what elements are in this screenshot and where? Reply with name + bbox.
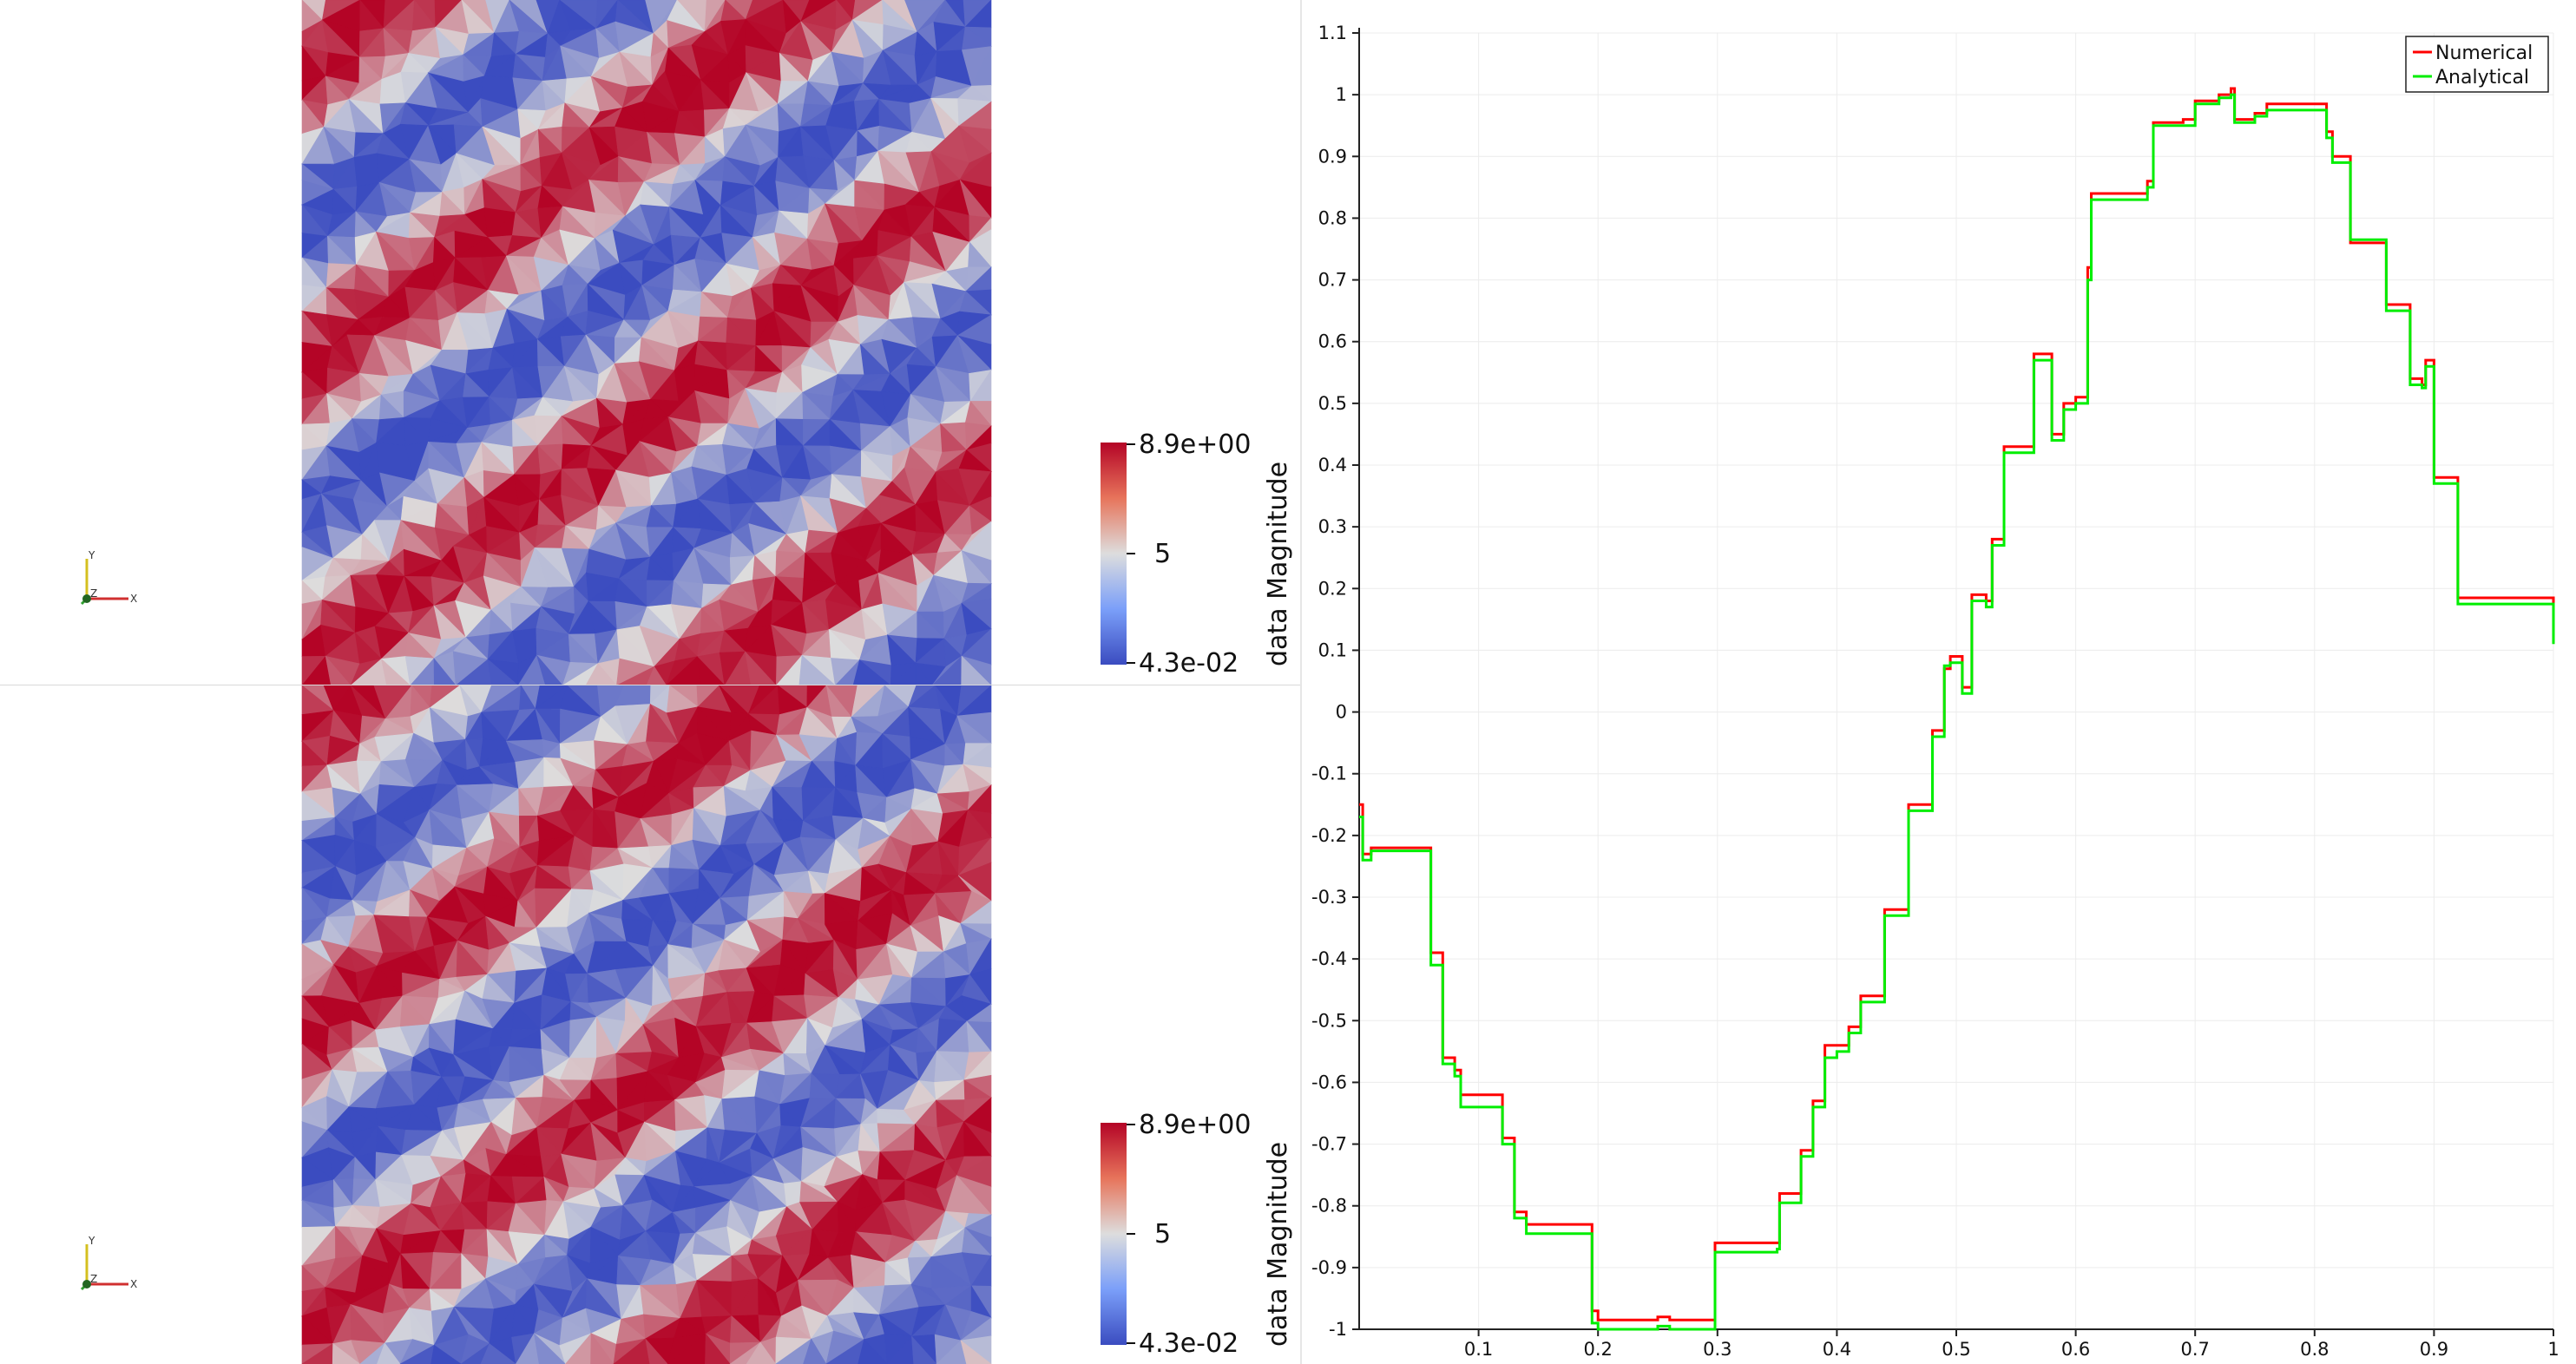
y-tick-label: 0.2 xyxy=(1318,578,1347,599)
y-tick-label: -0.6 xyxy=(1311,1072,1347,1092)
mesh-plot-bottom: X Y Z 8.9e+00 5 4.3e-02 data Magnitude xyxy=(80,685,1293,1364)
x-tick-label: 0.2 xyxy=(1583,1339,1612,1360)
y-tick-label: 1 xyxy=(1336,84,1347,105)
colorbar-gradient xyxy=(1101,443,1127,665)
axis-x-label: X xyxy=(130,1278,137,1290)
line-chart: 1.1 1 0.9 0.8 0.7 0.6 0.5 0.4 0.3 0.2 0.1 0 -0.1 -0.2… xyxy=(1311,23,2560,1360)
y-tick-label: 0.1 xyxy=(1318,639,1347,660)
mesh-cell xyxy=(332,1342,361,1364)
render-view-top[interactable]: X Y Z 8.9e+00 5 4.3e-02 data Magnitude xyxy=(0,0,1300,685)
mesh-cell xyxy=(585,663,617,685)
x-tick-label: 1 xyxy=(2547,1339,2559,1360)
mesh-cell xyxy=(915,662,933,685)
mesh-cell xyxy=(433,658,457,685)
axis-x-label: X xyxy=(130,593,137,605)
view-divider-vertical[interactable] xyxy=(1300,0,1302,1364)
series-line-analytical xyxy=(1359,93,2555,1331)
mesh-cell xyxy=(705,1333,731,1364)
y-tick-label: -0.7 xyxy=(1311,1134,1347,1155)
legend-item-label: Numerical xyxy=(2435,43,2533,64)
mesh-cell xyxy=(961,655,992,685)
mesh-cell xyxy=(696,655,726,685)
mesh-cell xyxy=(325,655,352,685)
colorbar-gradient xyxy=(1101,1123,1127,1345)
y-tick-label: 0.6 xyxy=(1318,331,1347,352)
colorbar-mid-label: 5 xyxy=(1154,1219,1171,1249)
axis-z-label: Z xyxy=(90,1273,97,1285)
mesh-cell xyxy=(803,1338,827,1364)
y-tick-label: -0.5 xyxy=(1311,1010,1347,1031)
colorbar-min-label: 4.3e-02 xyxy=(1139,648,1239,679)
x-tick-label: 0.7 xyxy=(2180,1339,2209,1360)
x-tick-label: 0.1 xyxy=(1464,1339,1493,1360)
line-chart-view[interactable]: 1.1 1 0.9 0.8 0.7 0.6 0.5 0.4 0.3 0.2 0.1 0 -0.1 -0.2… xyxy=(1302,0,2576,1364)
colorbar-min-label: 4.3e-02 xyxy=(1139,1328,1239,1359)
y-tick-label: 0 xyxy=(1336,702,1347,723)
mesh-cell xyxy=(487,659,519,685)
y-tick-label: 0.8 xyxy=(1318,207,1347,228)
y-tick-label: 1.1 xyxy=(1318,23,1347,43)
axis-y-label: Y xyxy=(88,549,95,561)
colorbar-bottom: 8.9e+00 5 4.3e-02 data Magnitude xyxy=(1101,1110,1293,1359)
mesh-cell xyxy=(911,1335,937,1364)
mesh-cell xyxy=(745,651,777,685)
mesh-cell xyxy=(536,655,563,685)
mesh-cell xyxy=(852,659,891,685)
y-tick-label: 0.3 xyxy=(1318,516,1347,537)
y-tick-label: -0.3 xyxy=(1311,887,1347,908)
x-tick-label: 0.8 xyxy=(2300,1339,2329,1360)
mesh-cell xyxy=(798,654,836,685)
mesh-cell xyxy=(645,1337,668,1364)
x-tick-label: 0.9 xyxy=(2420,1339,2448,1360)
x-tick-label: 0.4 xyxy=(1823,1339,1851,1360)
mesh-field-bottom xyxy=(301,685,993,1364)
mesh-cell xyxy=(533,1333,566,1364)
mesh-cell xyxy=(377,1342,401,1364)
mesh-cell xyxy=(746,1341,777,1364)
y-tick-label: 0.4 xyxy=(1318,455,1347,475)
mesh-cell xyxy=(380,658,411,685)
axis-z-label: Z xyxy=(90,587,97,600)
mesh-cell xyxy=(646,666,667,685)
mesh-cell xyxy=(480,1343,516,1364)
y-tick-label: 0.7 xyxy=(1318,270,1347,291)
x-tick-label: 0.6 xyxy=(2061,1339,2090,1360)
y-tick-label: -0.1 xyxy=(1311,764,1347,784)
axes-orientation-widget-top: X Y Z xyxy=(80,549,137,606)
colorbar-title: data Magnitude xyxy=(1263,462,1293,666)
y-tick-label: -0.2 xyxy=(1311,825,1347,846)
colorbar-max-label: 8.9e+00 xyxy=(1139,1110,1251,1140)
render-view-bottom[interactable]: X Y Z 8.9e+00 5 4.3e-02 data Magnitude xyxy=(0,685,1300,1364)
mesh-field-top xyxy=(300,0,992,685)
mesh-cell xyxy=(858,1339,888,1364)
y-tick-label: -0.4 xyxy=(1311,948,1347,969)
axes-orientation-widget-bottom: X Y Z xyxy=(80,1235,137,1291)
chart-legend[interactable]: Numerical Analytical xyxy=(2405,36,2549,93)
x-tick-label: 0.5 xyxy=(1942,1339,1970,1360)
y-tick-label: -0.9 xyxy=(1311,1257,1347,1278)
legend-item-label: Analytical xyxy=(2435,67,2529,89)
colorbar-title: data Magnitude xyxy=(1263,1142,1293,1347)
y-tick-label: 0.5 xyxy=(1318,393,1347,414)
y-tick-label: -1 xyxy=(1329,1319,1347,1340)
chart-axes: 1.1 1 0.9 0.8 0.7 0.6 0.5 0.4 0.3 0.2 0.1 0 -0.1 -0.2… xyxy=(1311,23,2560,1360)
mesh-plot-top: X Y Z 8.9e+00 5 4.3e-02 data Magnitude xyxy=(80,0,1293,685)
mesh-cell xyxy=(960,1340,992,1364)
colorbar-max-label: 8.9e+00 xyxy=(1139,430,1251,460)
mesh-cell xyxy=(590,1332,614,1364)
y-tick-label: 0.9 xyxy=(1318,146,1347,167)
chart-grid xyxy=(1359,32,2554,1330)
legend-box xyxy=(2405,36,2549,93)
mesh-cell xyxy=(430,1344,462,1364)
chart-series xyxy=(1359,87,2555,1331)
x-tick-label: 0.3 xyxy=(1703,1339,1732,1360)
y-tick-label: -0.8 xyxy=(1311,1196,1347,1216)
colorbar-top: 8.9e+00 5 4.3e-02 data Magnitude xyxy=(1101,430,1293,679)
axis-y-label: Y xyxy=(88,1235,95,1247)
colorbar-mid-label: 5 xyxy=(1154,539,1171,569)
